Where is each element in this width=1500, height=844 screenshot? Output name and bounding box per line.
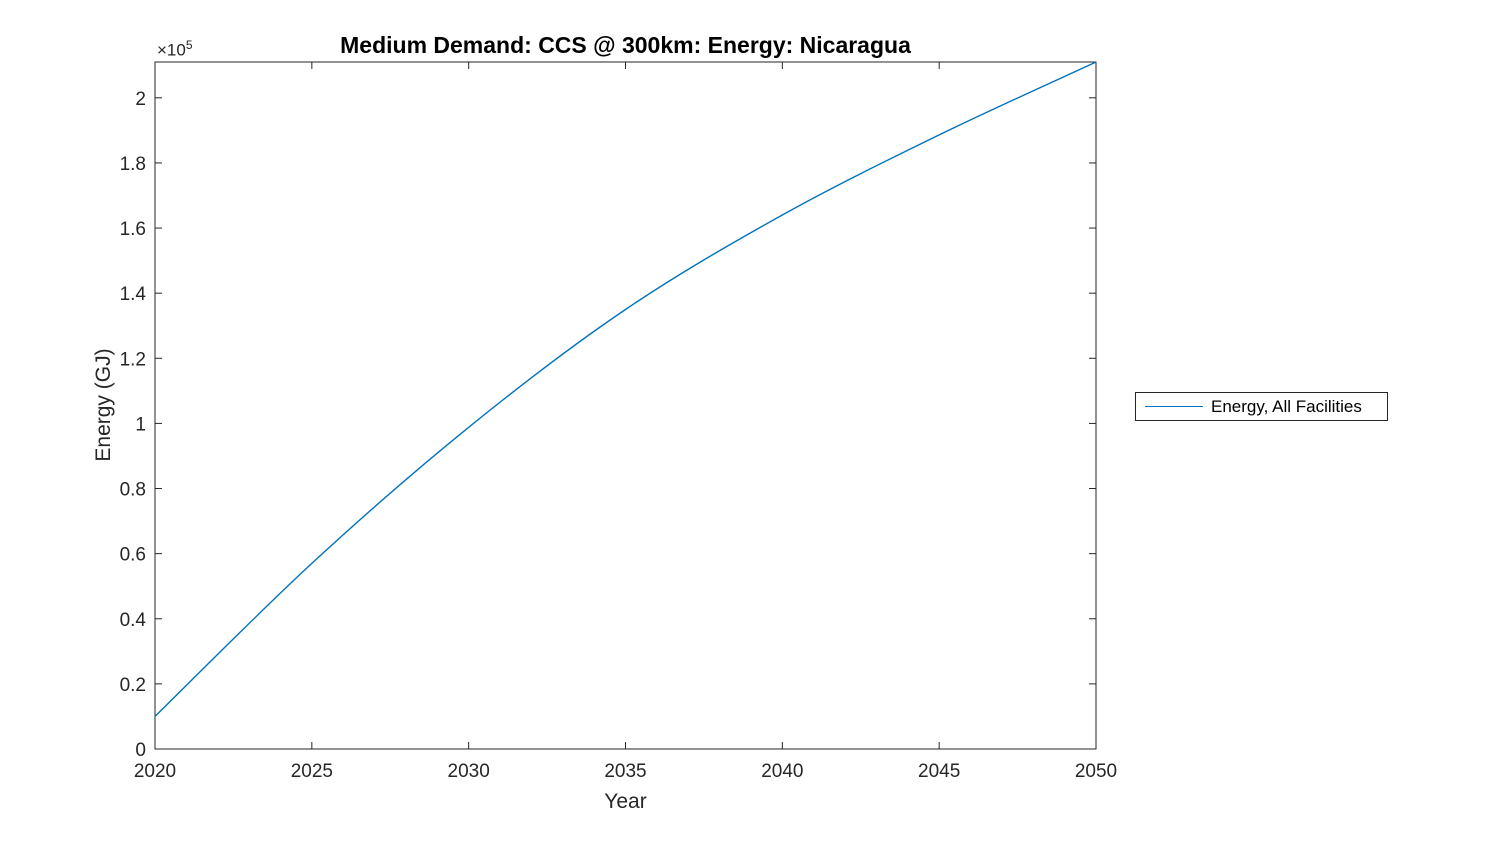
y-tick-label: 1 [135, 414, 146, 435]
y-tick-label: 1.8 [120, 154, 146, 175]
y-tick-label: 1.6 [120, 219, 146, 240]
x-tick-label: 2040 [761, 761, 803, 782]
y-tick-label: 1.4 [120, 284, 147, 305]
x-tick-label: 2050 [1075, 761, 1117, 782]
y-tick-label: 0.8 [120, 480, 146, 501]
multiplier-exponent: 5 [185, 38, 193, 52]
chart-title: Medium Demand: CCS @ 300km: Energy: Nica… [340, 32, 911, 58]
y-axis-label: Energy (GJ) [92, 348, 115, 462]
x-tick-label: 2035 [604, 761, 646, 782]
y-tick-label: 0.2 [120, 675, 146, 696]
energy-line [154, 61, 1097, 717]
x-tick-label: 2020 [134, 761, 176, 782]
legend: Energy, All Facilities [1135, 392, 1388, 421]
y-tick-label: 2 [135, 89, 146, 110]
legend-line-sample [1145, 406, 1203, 407]
legend-entry-label: Energy, All Facilities [1211, 396, 1362, 416]
y-tick-label: 0.6 [120, 545, 146, 566]
y-tick-label: 0 [135, 740, 146, 761]
x-axis-label: Year [604, 790, 647, 813]
axes-box [154, 61, 1097, 750]
multiplier-prefix: ×10 [157, 40, 186, 60]
x-tick-label: 2025 [291, 761, 333, 782]
y-tick-label: 1.2 [120, 349, 146, 370]
y-tick-label: 0.4 [120, 610, 147, 631]
x-tick-label: 2030 [448, 761, 490, 782]
x-tick-label: 2045 [918, 761, 960, 782]
y-axis-multiplier: ×105 [157, 38, 193, 61]
